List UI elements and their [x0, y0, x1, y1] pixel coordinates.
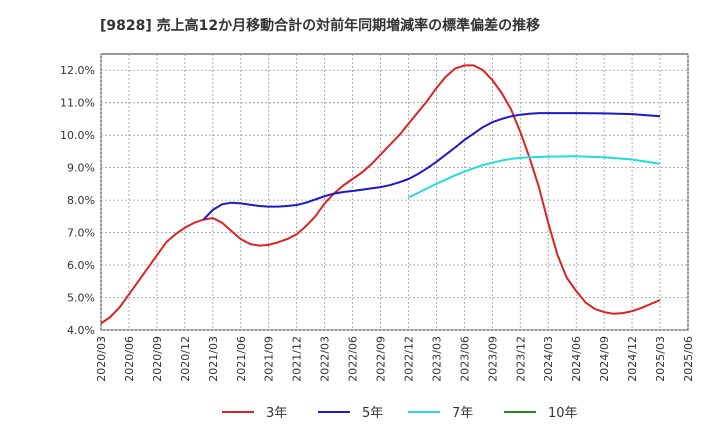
x-tick-label: 2020/03: [95, 336, 108, 382]
x-tick-label: 2022/12: [402, 336, 415, 382]
x-tick-label: 2021/03: [207, 336, 220, 382]
x-tick-label: 2023/12: [514, 336, 527, 382]
x-tick-label: 2020/06: [123, 336, 136, 382]
y-tick-label: 9.0%: [67, 162, 95, 175]
y-tick-label: 6.0%: [67, 259, 95, 272]
legend-label: 5年: [362, 406, 383, 421]
y-tick-label: 7.0%: [67, 227, 95, 240]
x-tick-label: 2021/09: [263, 336, 276, 382]
legend-label: 10年: [548, 406, 578, 421]
x-tick-label: 2024/09: [598, 336, 611, 382]
y-tick-label: 11.0%: [60, 97, 95, 110]
plot-area: 4.0% 5.0% 6.0% 7.0% 8.0% 9.0% 10.0% 11.0% 12.0% 2…: [60, 53, 695, 382]
y-tick-label: 5.0%: [67, 292, 95, 305]
chart-title: [9828] 売上高12か月移動合計の対前年同期増減率の標準偏差の推移: [100, 17, 540, 34]
x-tick-label: 2022/06: [347, 336, 360, 382]
series-line-5年: [202, 112, 661, 221]
series-line-7年: [408, 155, 661, 199]
x-tick-label: 2023/06: [458, 336, 471, 382]
x-tick-label: 2024/03: [542, 336, 555, 382]
legend: 3年 5年 7年 10年: [222, 406, 578, 421]
x-tick-label: 2022/09: [375, 336, 388, 382]
x-tick-label: 2024/12: [626, 336, 639, 382]
legend-label: 3年: [266, 406, 287, 421]
x-tick-label: 2023/03: [430, 336, 443, 382]
y-tick-label: 12.0%: [60, 64, 95, 77]
x-tick-label: 2021/12: [291, 336, 304, 382]
x-tick-label: 2023/09: [486, 336, 499, 382]
x-tick-label: 2021/06: [235, 336, 248, 382]
x-tick-label: 2022/03: [319, 336, 332, 382]
x-tick-label: 2025/06: [682, 336, 695, 382]
y-tick-label: 8.0%: [67, 194, 95, 207]
x-tick-label: 2020/09: [151, 336, 164, 382]
plot-frame: [100, 53, 689, 331]
x-tick-label: 2025/03: [654, 336, 667, 382]
x-tick-label: 2020/12: [179, 336, 192, 382]
legend-label: 7年: [452, 406, 473, 421]
y-tick-label: 10.0%: [60, 129, 95, 142]
y-tick-label: 4.0%: [67, 324, 95, 337]
x-tick-label: 2024/06: [570, 336, 583, 382]
series-line-3年: [100, 64, 661, 325]
